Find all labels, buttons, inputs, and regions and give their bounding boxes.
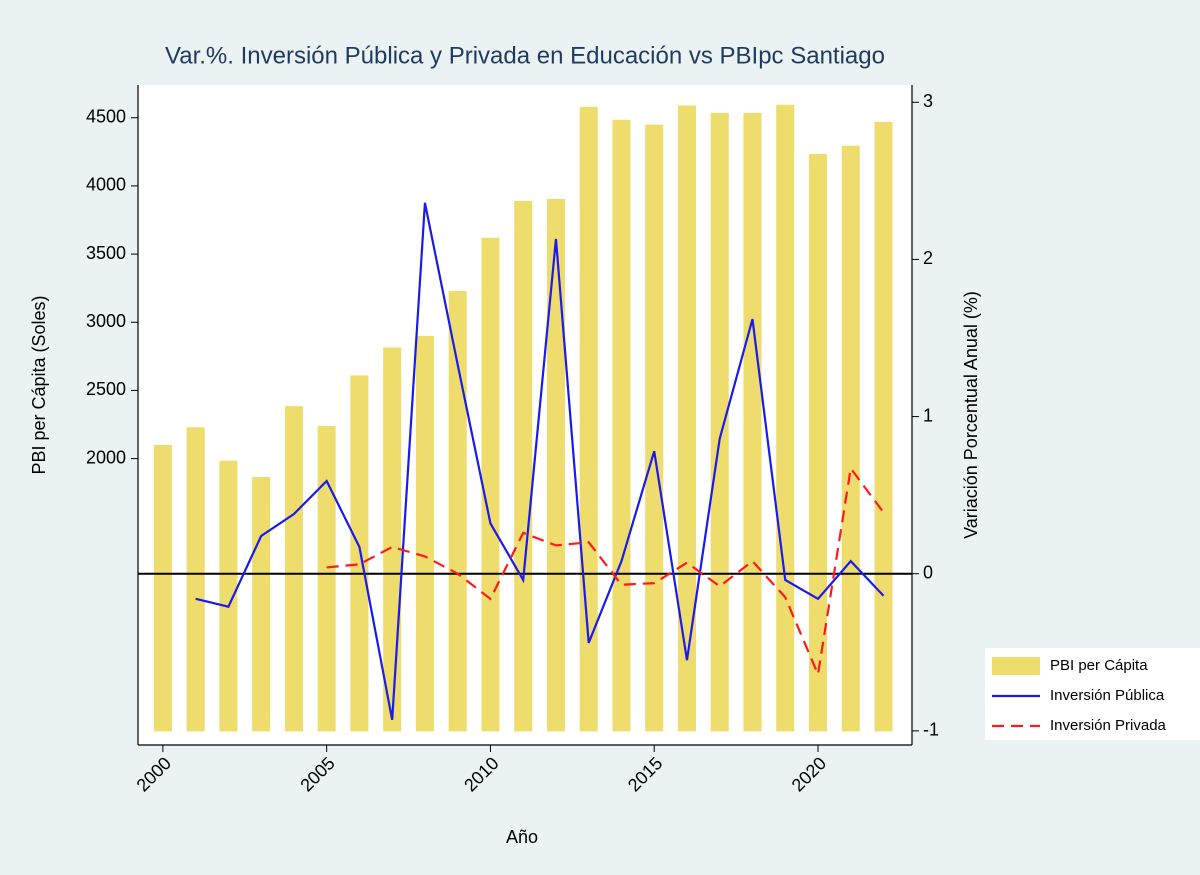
bar xyxy=(743,112,762,732)
bar xyxy=(841,145,860,732)
y-tick-label: 4500 xyxy=(86,106,126,126)
bar xyxy=(874,121,893,732)
y-tick-label: 2500 xyxy=(86,379,126,399)
bar xyxy=(317,425,336,732)
y-tick-label: 4000 xyxy=(86,175,126,195)
legend-label: PBI per Cápita xyxy=(1050,657,1148,674)
y-tick-label: 2000 xyxy=(86,447,126,467)
line-series xyxy=(326,465,885,679)
x-axis-label: Año xyxy=(506,827,538,847)
y2-tick-label: 1 xyxy=(923,405,933,425)
bar xyxy=(481,237,500,732)
bar xyxy=(153,445,172,732)
bar xyxy=(710,112,729,732)
bar xyxy=(612,119,631,732)
bar xyxy=(448,290,467,732)
legend-label: Inversión Pública xyxy=(1050,687,1165,704)
y-axis-label: PBI per Cápita (Soles) xyxy=(29,295,49,474)
bar xyxy=(252,477,271,732)
bar xyxy=(677,105,696,732)
y2-tick-label: 3 xyxy=(923,91,933,111)
y2-axis-label: Variación Porcentual Anual (%) xyxy=(961,291,981,539)
bar xyxy=(284,406,303,732)
line-series xyxy=(195,202,885,721)
legend-swatch xyxy=(992,657,1040,675)
bar xyxy=(383,347,402,732)
y2-tick-label: 0 xyxy=(923,562,933,582)
bar xyxy=(186,427,205,732)
y2-tick-label: 2 xyxy=(923,248,933,268)
y2-tick-label: -1 xyxy=(923,720,939,740)
legend-label: Inversión Privada xyxy=(1050,717,1167,734)
bar xyxy=(350,375,369,732)
bar xyxy=(219,460,238,732)
y-tick-label: 3000 xyxy=(86,311,126,331)
chart-title: Var.%. Inversión Pública y Privada en Ed… xyxy=(165,42,885,69)
bar xyxy=(645,124,664,732)
bar xyxy=(514,200,533,732)
bar xyxy=(776,104,795,732)
bar xyxy=(546,198,565,732)
y-tick-label: 3500 xyxy=(86,243,126,263)
bar xyxy=(808,153,828,732)
bar xyxy=(415,335,434,732)
